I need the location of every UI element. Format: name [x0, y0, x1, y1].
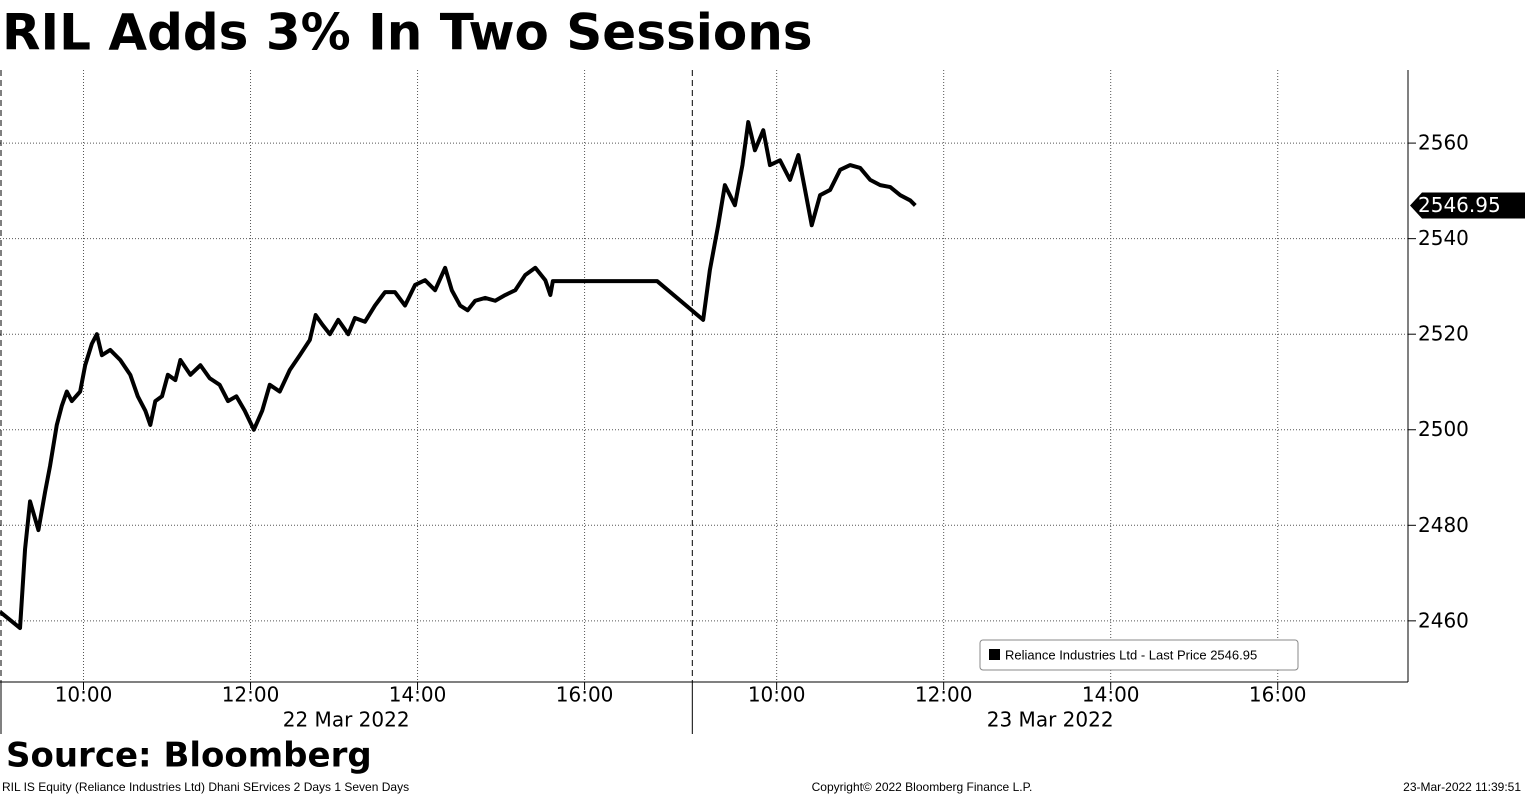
x-tick-label: 10:00: [748, 683, 806, 707]
y-tick-label: 2560: [1418, 131, 1469, 155]
y-tick-label: 2540: [1418, 226, 1469, 250]
footer-right: 23-Mar-2022 11:39:51: [1403, 780, 1521, 794]
x-tick-label: 10:00: [55, 683, 113, 707]
y-tick-label: 2480: [1418, 513, 1469, 537]
legend-label: Reliance Industries Ltd - Last Price 254…: [1005, 647, 1257, 662]
legend-box: [979, 639, 1299, 671]
last-price-tag: [1410, 192, 1525, 219]
x-tick-label: 16:00: [1249, 683, 1307, 707]
y-tick-label: 2460: [1418, 608, 1469, 632]
x-tick-label: 16:00: [556, 683, 614, 707]
x-tick-label: 14:00: [1082, 683, 1140, 707]
legend-swatch: [989, 649, 1000, 660]
chart-title: RIL Adds 3% In Two Sessions: [2, 4, 813, 62]
x-tick-label: 12:00: [222, 683, 280, 707]
y-tick-label: 2520: [1418, 322, 1469, 346]
price-line: [0, 120, 917, 631]
y-tick-label: 2500: [1418, 417, 1469, 441]
footer-center: Copyright© 2022 Bloomberg Finance L.P.: [812, 780, 1033, 794]
date-label: 22 Mar 2022: [283, 708, 410, 732]
footer-left: RIL IS Equity (Reliance Industries Ltd) …: [2, 780, 409, 794]
source: Source: Bloomberg: [6, 736, 372, 776]
x-tick-label: 12:00: [915, 683, 973, 707]
date-label: 23 Mar 2022: [987, 708, 1114, 732]
x-tick-label: 14:00: [389, 683, 447, 707]
last-price-label: 2546.95: [1418, 193, 1501, 217]
